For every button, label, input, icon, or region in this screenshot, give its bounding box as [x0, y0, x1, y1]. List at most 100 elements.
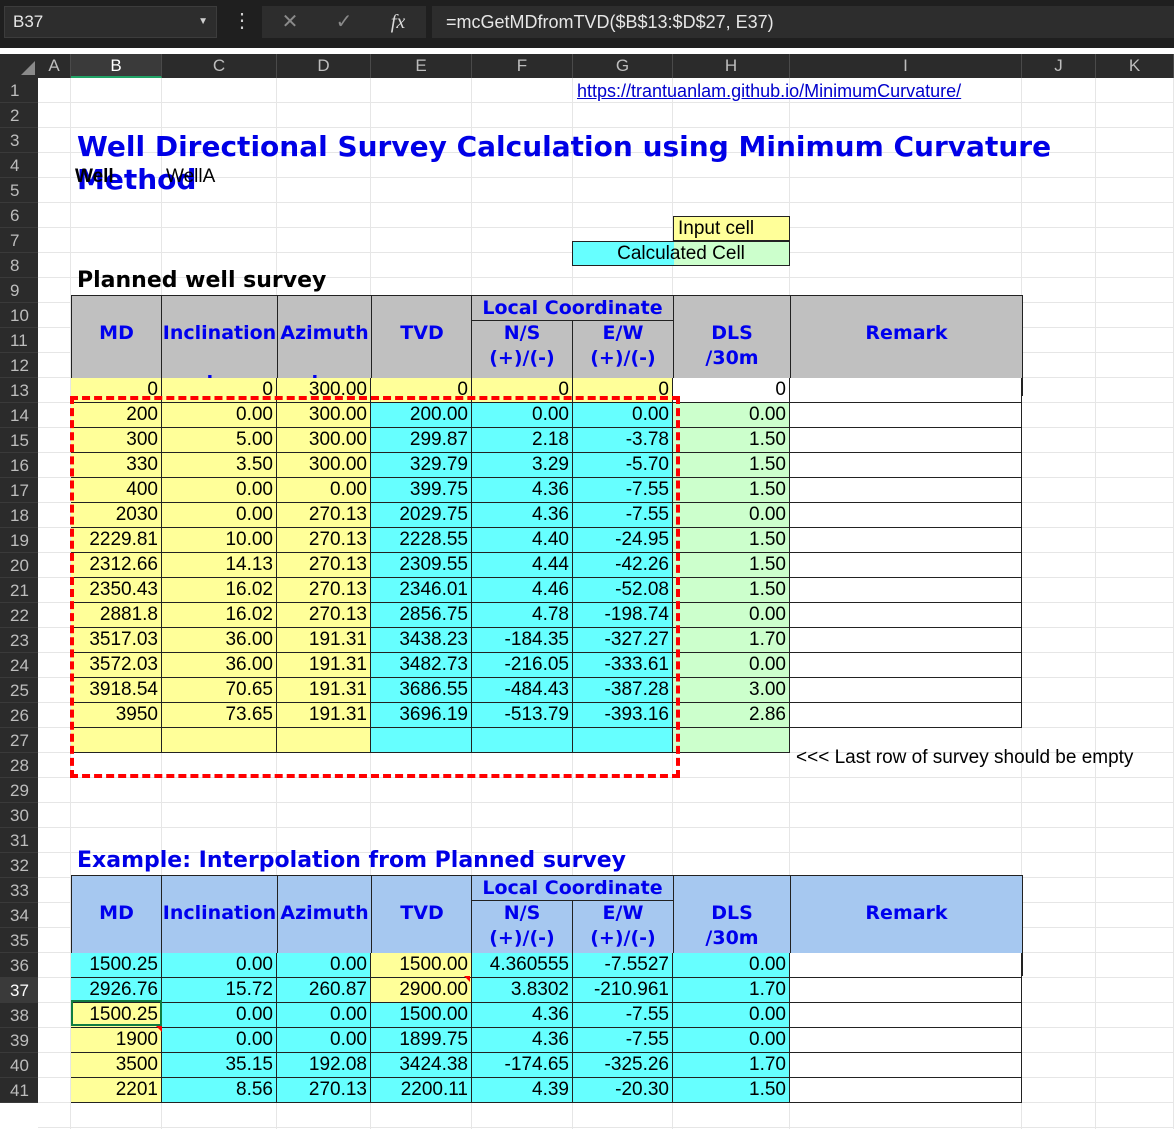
row-header-13[interactable]: 13: [0, 378, 38, 403]
ns-cell[interactable]: 4.36: [472, 1028, 573, 1053]
ew-cell[interactable]: -42.26: [573, 553, 673, 578]
inclination-cell[interactable]: 0.00: [162, 1003, 277, 1028]
ns-cell[interactable]: [472, 728, 573, 753]
ns-cell[interactable]: 4.36: [472, 503, 573, 528]
dls-cell[interactable]: 1.50: [673, 578, 790, 603]
row-header-9[interactable]: 9: [0, 278, 38, 303]
md-cell[interactable]: 2229.81: [71, 528, 162, 553]
tvd-cell[interactable]: 1500.00: [371, 1003, 472, 1028]
md-cell[interactable]: 2881.8: [71, 603, 162, 628]
formula-input[interactable]: =mcGetMDfromTVD($B$13:$D$27, E37): [432, 6, 1174, 38]
inclination-cell[interactable]: 0.00: [162, 1028, 277, 1053]
column-header-k[interactable]: K: [1096, 54, 1174, 78]
column-header-f[interactable]: F: [472, 54, 573, 78]
ns-cell[interactable]: 4.44: [472, 553, 573, 578]
row-header-27[interactable]: 27: [0, 728, 38, 753]
ew-cell[interactable]: -3.78: [573, 428, 673, 453]
azimuth-cell[interactable]: 270.13: [277, 578, 371, 603]
column-header-e[interactable]: E: [371, 54, 472, 78]
md-cell[interactable]: 2350.43: [71, 578, 162, 603]
tvd-cell[interactable]: 2228.55: [371, 528, 472, 553]
dls-cell[interactable]: 0.00: [673, 503, 790, 528]
ns-cell[interactable]: -184.35: [472, 628, 573, 653]
row-header-10[interactable]: 10: [0, 303, 38, 328]
md-cell[interactable]: 330: [71, 453, 162, 478]
remark-cell[interactable]: [790, 578, 1022, 603]
ns-cell[interactable]: 4.36: [472, 478, 573, 503]
row-header-26[interactable]: 26: [0, 703, 38, 728]
row-header-19[interactable]: 19: [0, 528, 38, 553]
well-value[interactable]: WellA: [166, 166, 216, 187]
ew-cell[interactable]: -198.74: [573, 603, 673, 628]
tvd-cell[interactable]: [371, 728, 472, 753]
ns-cell[interactable]: 4.40: [472, 528, 573, 553]
row-header-18[interactable]: 18: [0, 503, 38, 528]
md-cell[interactable]: 2312.66: [71, 553, 162, 578]
azimuth-cell[interactable]: 191.31: [277, 653, 371, 678]
remark-cell[interactable]: [790, 428, 1022, 453]
row-header-35[interactable]: 35: [0, 928, 38, 953]
azimuth-cell[interactable]: 0.00: [277, 1028, 371, 1053]
ew-cell[interactable]: -333.61: [573, 653, 673, 678]
row-header-32[interactable]: 32: [0, 853, 38, 878]
cancel-icon[interactable]: ✕: [281, 11, 299, 33]
md-cell[interactable]: 2030: [71, 503, 162, 528]
ew-cell[interactable]: 0.00: [573, 403, 673, 428]
ns-cell[interactable]: -216.05: [472, 653, 573, 678]
row-header-39[interactable]: 39: [0, 1028, 38, 1053]
remark-cell[interactable]: [790, 678, 1022, 703]
remark-cell[interactable]: [790, 953, 1022, 978]
more-options-icon[interactable]: ⋮: [232, 10, 252, 32]
ew-cell[interactable]: -7.55: [573, 478, 673, 503]
tvd-cell[interactable]: 3482.73: [371, 653, 472, 678]
ns-cell[interactable]: -174.65: [472, 1053, 573, 1078]
md-cell[interactable]: 2926.76: [71, 978, 162, 1003]
ew-cell[interactable]: -24.95: [573, 528, 673, 553]
ew-cell[interactable]: [573, 728, 673, 753]
remark-cell[interactable]: [790, 978, 1022, 1003]
dls-cell[interactable]: 0.00: [673, 1028, 790, 1053]
dls-cell[interactable]: 2.86: [673, 703, 790, 728]
inclination-cell[interactable]: 5.00: [162, 428, 277, 453]
remark-cell[interactable]: [790, 703, 1022, 728]
row-header-8[interactable]: 8: [0, 253, 38, 278]
row-header-12[interactable]: 12: [0, 353, 38, 378]
dls-cell[interactable]: 0: [673, 378, 790, 403]
column-header-h[interactable]: H: [673, 54, 790, 78]
azimuth-cell[interactable]: 270.13: [277, 603, 371, 628]
dls-cell[interactable]: 0.00: [673, 1003, 790, 1028]
dls-cell[interactable]: 0.00: [673, 603, 790, 628]
azimuth-cell[interactable]: 191.31: [277, 678, 371, 703]
inclination-cell[interactable]: 73.65: [162, 703, 277, 728]
row-header-21[interactable]: 21: [0, 578, 38, 603]
ew-cell[interactable]: -7.55: [573, 1028, 673, 1053]
tvd-cell[interactable]: 2900.00: [371, 978, 472, 1003]
enter-icon[interactable]: ✓: [335, 11, 353, 33]
azimuth-cell[interactable]: 300.00: [277, 453, 371, 478]
column-header-d[interactable]: D: [277, 54, 371, 78]
remark-cell[interactable]: [790, 553, 1022, 578]
dls-cell[interactable]: 1.50: [673, 453, 790, 478]
name-box[interactable]: B37 ▼: [4, 6, 217, 38]
row-header-34[interactable]: 34: [0, 903, 38, 928]
tvd-cell[interactable]: 2200.11: [371, 1078, 472, 1103]
ew-cell[interactable]: -20.30: [573, 1078, 673, 1103]
select-all-corner[interactable]: [0, 54, 38, 78]
row-header-6[interactable]: 6: [0, 203, 38, 228]
dls-cell[interactable]: 0.00: [673, 403, 790, 428]
azimuth-cell[interactable]: 191.31: [277, 703, 371, 728]
ew-cell[interactable]: -387.28: [573, 678, 673, 703]
column-header-b[interactable]: B: [71, 54, 162, 78]
column-header-i[interactable]: I: [790, 54, 1022, 78]
ew-cell[interactable]: -325.26: [573, 1053, 673, 1078]
dls-cell[interactable]: 1.50: [673, 478, 790, 503]
row-header-30[interactable]: 30: [0, 803, 38, 828]
remark-cell[interactable]: [790, 653, 1022, 678]
row-header-28[interactable]: 28: [0, 753, 38, 778]
ew-cell[interactable]: 0: [573, 378, 673, 403]
tvd-cell[interactable]: 399.75: [371, 478, 472, 503]
website-link[interactable]: https://trantuanlam.github.io/MinimumCur…: [577, 81, 962, 101]
inclination-cell[interactable]: 0.00: [162, 478, 277, 503]
row-header-31[interactable]: 31: [0, 828, 38, 853]
ns-cell[interactable]: 4.39: [472, 1078, 573, 1103]
